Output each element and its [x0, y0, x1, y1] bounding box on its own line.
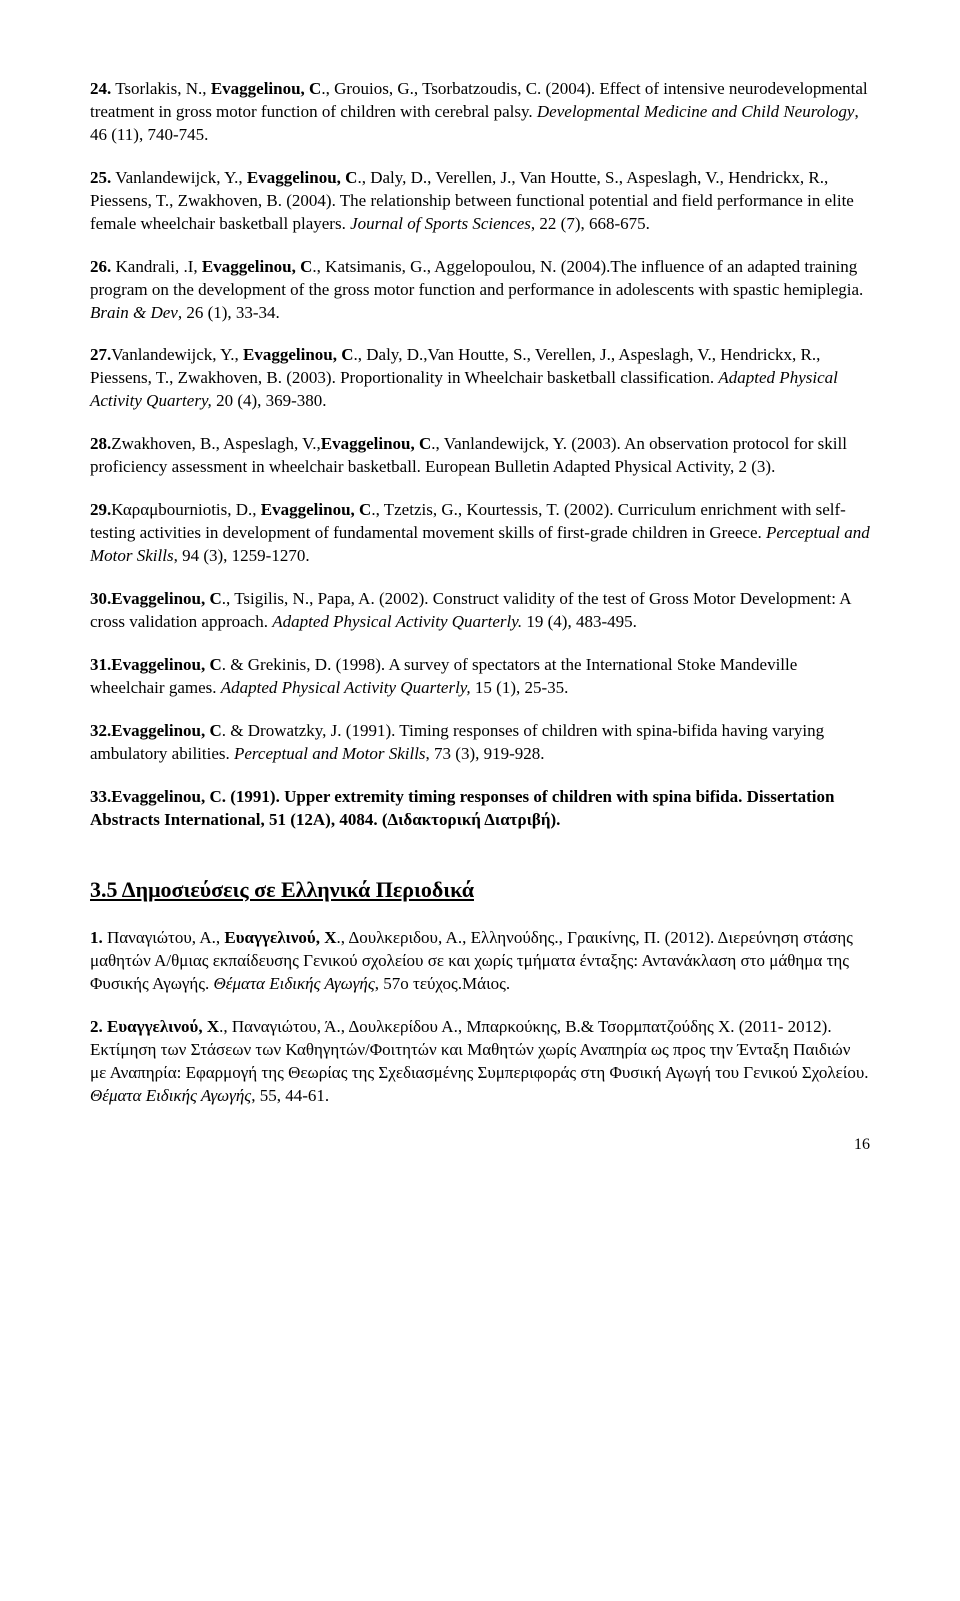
reference-item: 32.Evaggelinou, C. & Drowatzky, J. (1991… — [90, 720, 870, 766]
reference-33: 33.Evaggelinou, C. (1991). Upper extremi… — [90, 786, 870, 832]
ref-pre: 25. Vanlandewijck, Y., — [90, 168, 247, 187]
ref-pre: 30. — [90, 589, 111, 608]
ref-journal: Adapted Physical Activity Quarterly. — [272, 612, 526, 631]
reference-item: 27.Vanlandewijck, Y., Evaggelinou, C., D… — [90, 344, 870, 413]
ref-tail: , 94 (3), 1259-1270. — [174, 546, 310, 565]
ref-pre: 1. Παναγιώτου, Α., — [90, 928, 224, 947]
reference-item: 31.Evaggelinou, C. & Grekinis, D. (1998)… — [90, 654, 870, 700]
ref-journal: Journal of Sports Sciences — [350, 214, 531, 233]
ref-journal: Brain & Dev — [90, 303, 178, 322]
ref-journal: Adapted Physical Activity Quarterly, — [221, 678, 475, 697]
ref-author-bold: Evaggelinou, C — [111, 589, 222, 608]
ref-pre: 32. — [90, 721, 111, 740]
ref-tail: European Bulletin Adapted Physical Activ… — [425, 457, 775, 476]
ref-pre: 29.Καραμbourniotis, D., — [90, 500, 261, 519]
ref-author-bold: Evaggelinou, C — [247, 168, 358, 187]
ref-tail: 20 (4), 369-380. — [216, 391, 326, 410]
reference-item: 29.Καραμbourniotis, D., Evaggelinou, C.,… — [90, 499, 870, 568]
ref-author-bold: Evaggelinou, C — [111, 721, 222, 740]
ref-author-bold: Ευαγγελινού, Χ — [224, 928, 336, 947]
ref-author-bold: Ευαγγελινού, Χ — [107, 1017, 219, 1036]
greek-reference-1: 1. Παναγιώτου, Α., Ευαγγελινού, Χ., Δουλ… — [90, 927, 870, 996]
ref-pre: 24. Tsorlakis, N., — [90, 79, 211, 98]
section-heading: 3.5 Δημοσιεύσεις σε Ελληνικά Περιοδικά — [90, 875, 870, 905]
ref-author-bold: Evaggelinou, C — [202, 257, 313, 276]
ref-bold: Evaggelinou, C. (1991). Upper extremity … — [90, 787, 834, 829]
ref-pre: 27.Vanlandewijck, Y., — [90, 345, 243, 364]
ref-pre: 26. Kandrali, .I, — [90, 257, 202, 276]
ref-author-bold: Evaggelinou, C — [111, 655, 222, 674]
ref-journal: Perceptual and Motor Skills — [234, 744, 426, 763]
ref-pre: 33. — [90, 787, 111, 806]
ref-journal: Developmental Medicine and Child Neurolo… — [537, 102, 855, 121]
ref-tail: , 73 (3), 919-928. — [426, 744, 545, 763]
reference-item: 30.Evaggelinou, C., Tsigilis, N., Papa, … — [90, 588, 870, 634]
reference-item: 28.Zwakhoven, B., Aspeslagh, V.,Evaggeli… — [90, 433, 870, 479]
ref-tail: , 55, 44-61. — [251, 1086, 329, 1105]
ref-pre: 28.Zwakhoven, B., Aspeslagh, V., — [90, 434, 321, 453]
ref-journal: Θέματα Ειδικής Αγωγής — [90, 1086, 251, 1105]
ref-pre: 31. — [90, 655, 111, 674]
ref-pre: 2. — [90, 1017, 107, 1036]
ref-author-bold: Evaggelinou, C — [211, 79, 322, 98]
ref-author-bold: Evaggelinou, C — [321, 434, 432, 453]
ref-author-bold: Evaggelinou, C — [243, 345, 354, 364]
ref-journal: Θέματα Ειδικής Αγωγής — [214, 974, 375, 993]
reference-item: 26. Kandrali, .I, Evaggelinou, C., Katsi… — [90, 256, 870, 325]
ref-tail: , 22 (7), 668-675. — [531, 214, 650, 233]
ref-author-bold: Evaggelinou, C — [261, 500, 372, 519]
greek-reference-2: 2. Ευαγγελινού, Χ., Παναγιώτου, Ά., Δουλ… — [90, 1016, 870, 1108]
ref-tail: , 57ο τεύχος.Μάιος. — [375, 974, 510, 993]
reference-item: 25. Vanlandewijck, Y., Evaggelinou, C., … — [90, 167, 870, 236]
page-number: 16 — [90, 1134, 870, 1156]
ref-tail: 19 (4), 483-495. — [526, 612, 636, 631]
ref-tail: 15 (1), 25-35. — [475, 678, 568, 697]
ref-tail: , 26 (1), 33-34. — [178, 303, 280, 322]
reference-item: 24. Tsorlakis, N., Evaggelinou, C., Grou… — [90, 78, 870, 147]
